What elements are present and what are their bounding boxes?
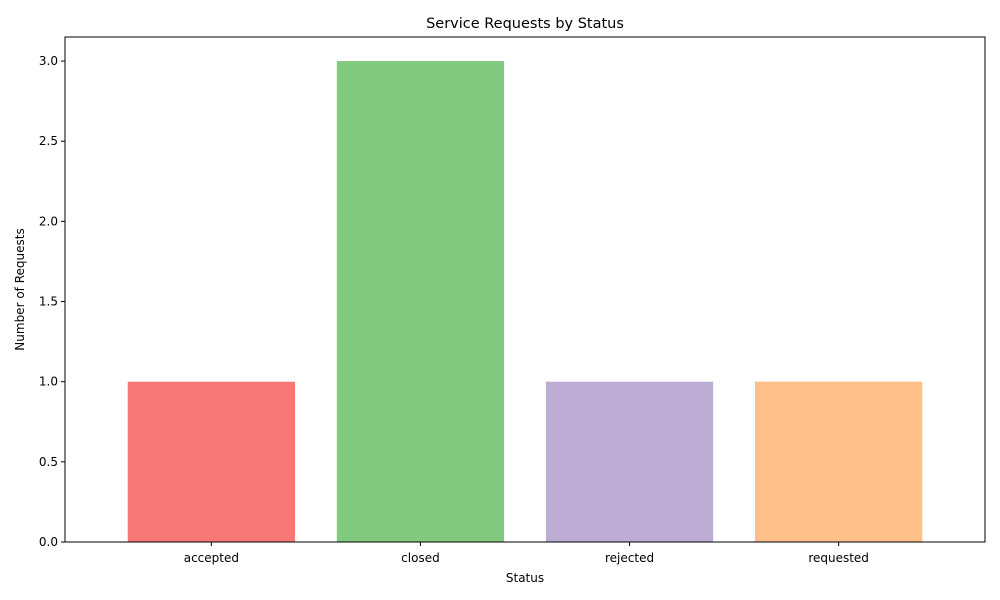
bar-closed: [336, 61, 505, 543]
y-tick-label: 0.0: [39, 535, 58, 549]
bars-group: [127, 61, 923, 543]
x-axis: accepted closed rejected requested: [184, 542, 869, 565]
bar-accepted: [127, 381, 295, 542]
y-tick-label: 3.0: [39, 54, 58, 68]
chart-title: Service Requests by Status: [426, 16, 624, 32]
plot-frame: [64, 36, 986, 543]
x-tick-label-accepted: accepted: [184, 551, 239, 565]
y-axis: 0.0 0.5 1.0 1.5 2.0 2.5 3.0: [39, 54, 65, 549]
y-axis-label: Number of Requests: [13, 228, 27, 350]
y-tick-label: 1.0: [39, 375, 58, 389]
x-tick-label-closed: closed: [401, 551, 440, 565]
y-tick-label: 0.5: [39, 455, 58, 469]
x-tick-label-requested: requested: [808, 551, 869, 565]
bar-rejected: [545, 381, 714, 542]
y-tick-label: 2.0: [39, 214, 58, 228]
y-tick-label: 1.5: [39, 295, 58, 309]
y-tick-label: 2.5: [39, 134, 58, 148]
x-tick-label-rejected: rejected: [605, 551, 654, 565]
x-axis-label: Status: [506, 571, 544, 585]
bar-requested: [755, 381, 923, 542]
